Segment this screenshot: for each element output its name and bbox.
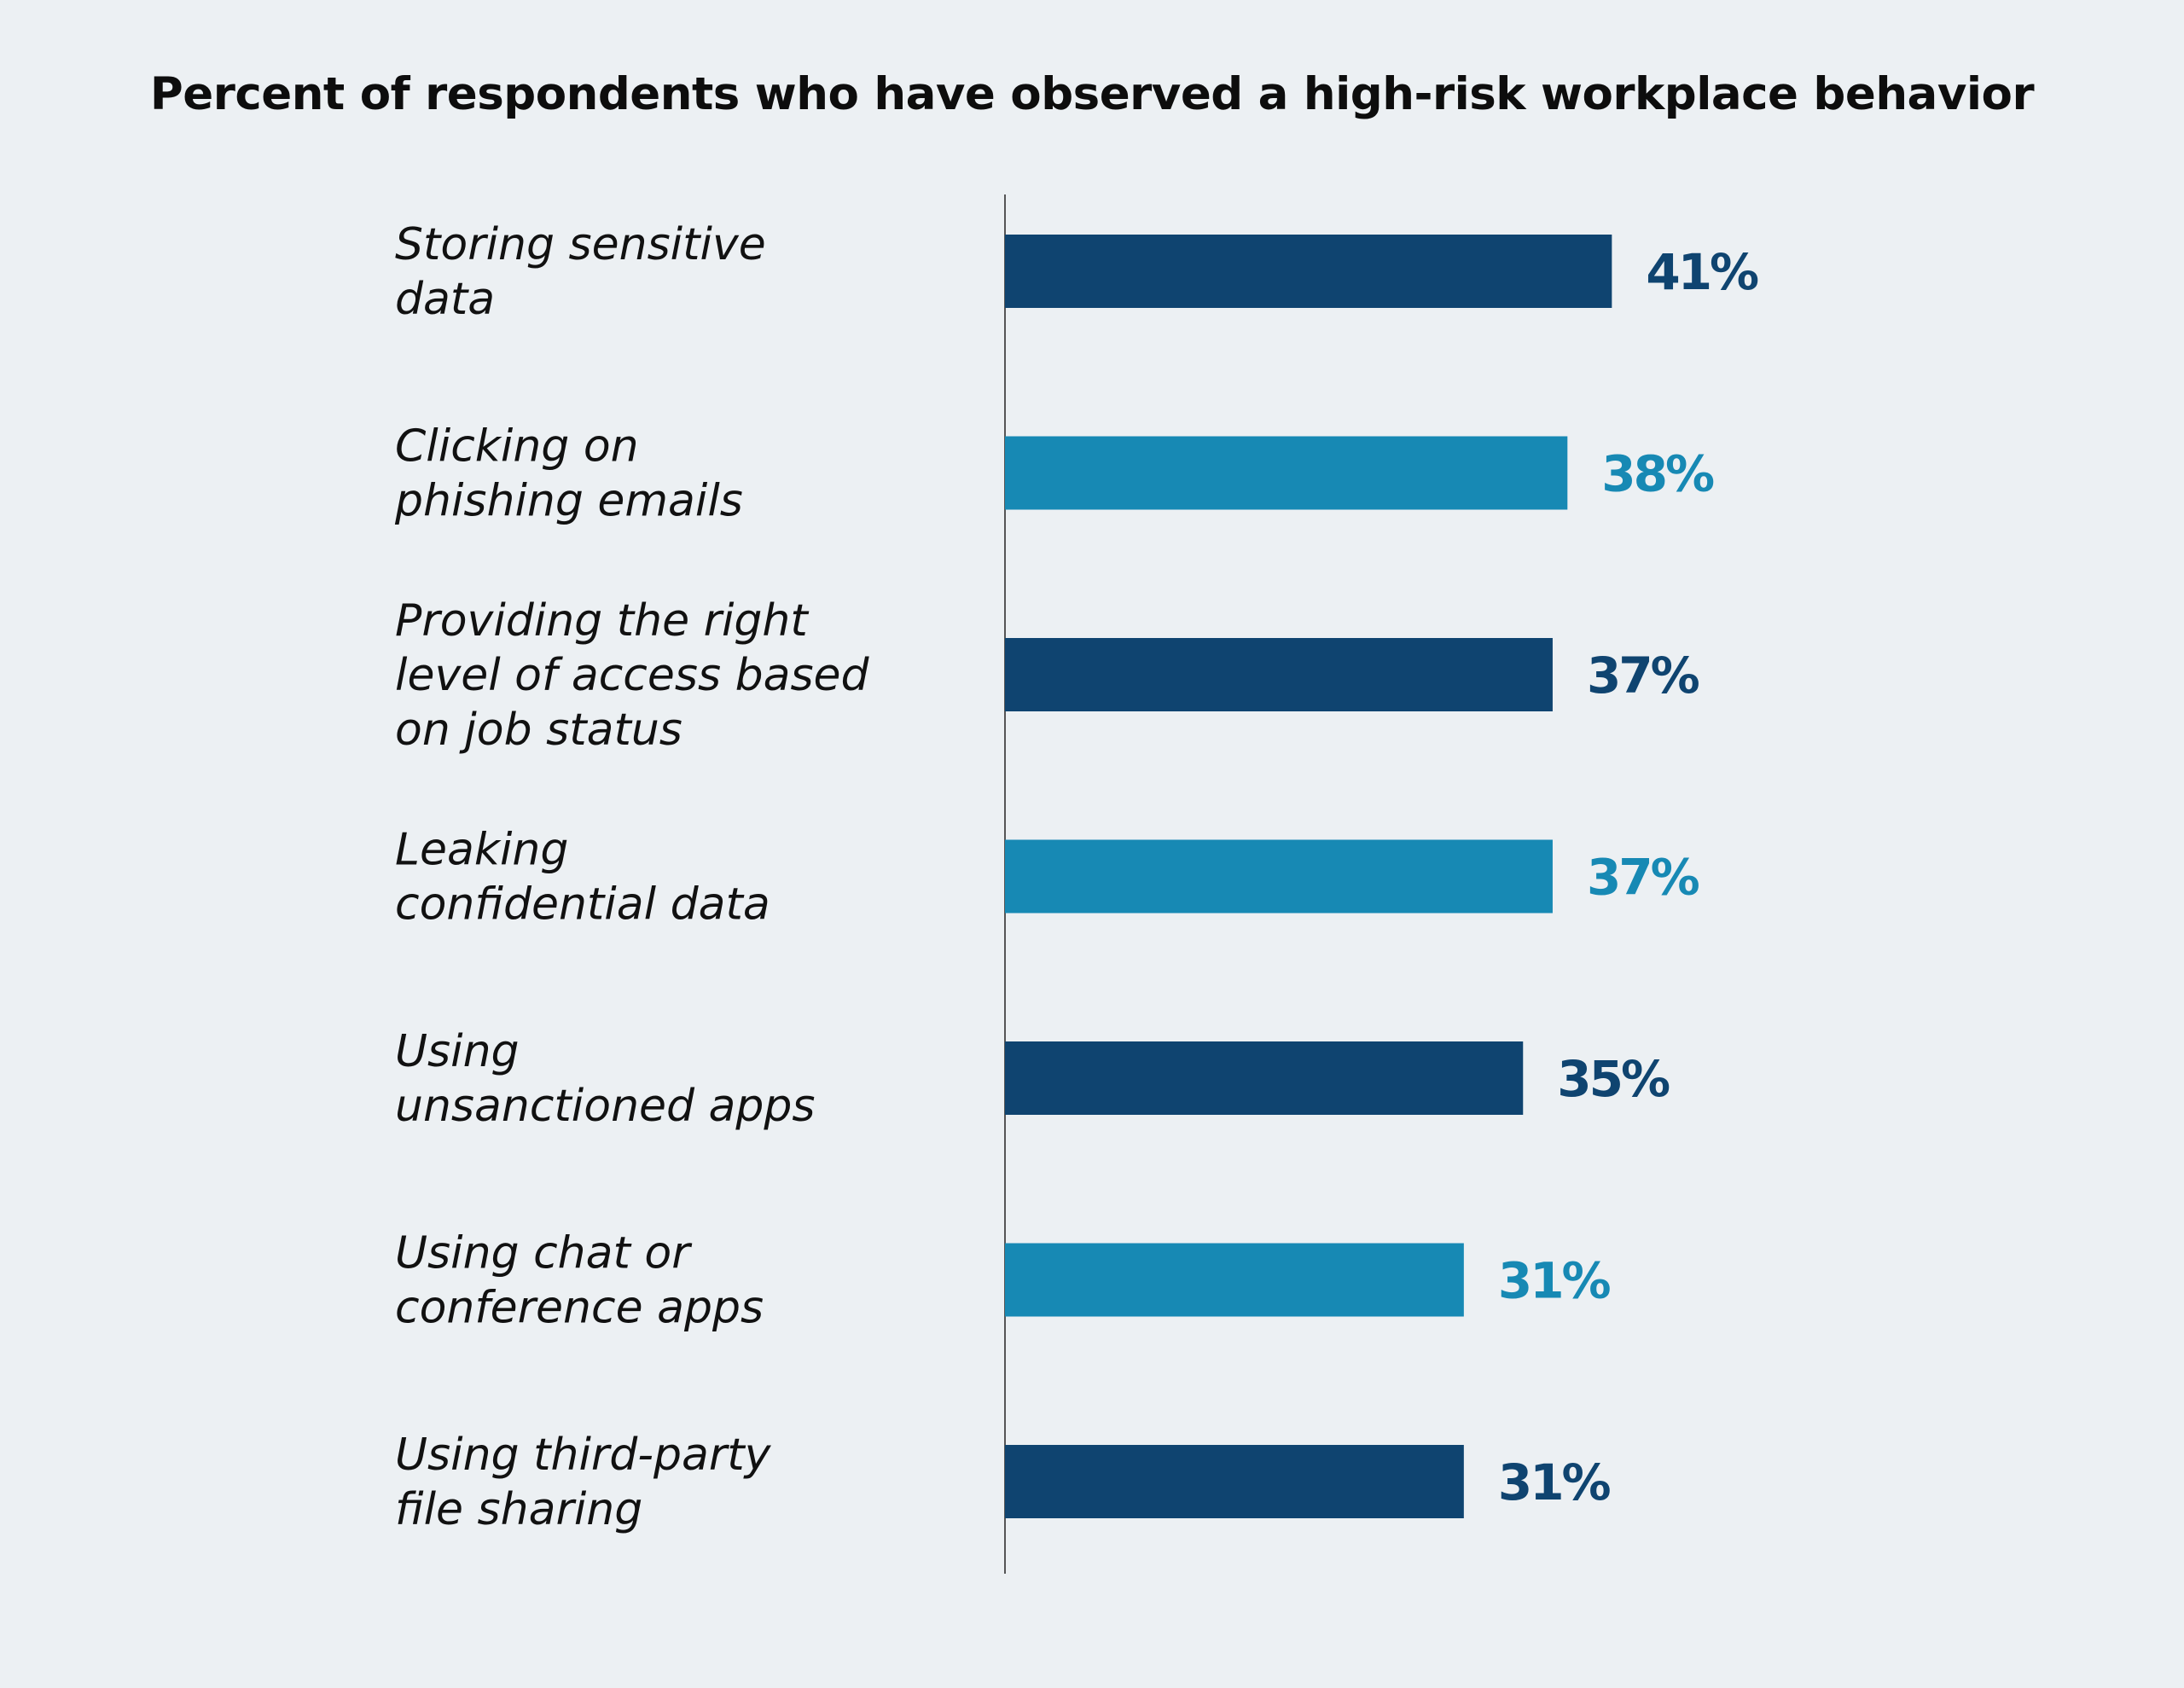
category-label-line: data	[395, 274, 495, 325]
category-label-line: unsanctioned apps	[395, 1081, 816, 1132]
category-label-line: Leaking	[395, 825, 568, 876]
category-label-line: conference apps	[395, 1283, 764, 1334]
category-label: Clicking on phishing emails	[394, 421, 743, 527]
value-label: 37%	[1587, 849, 1699, 907]
value-label: 31%	[1498, 1252, 1611, 1310]
category-label-line: phishing emails	[394, 476, 743, 527]
bar	[1005, 1243, 1464, 1317]
value-label: 41%	[1646, 243, 1758, 301]
bar	[1005, 235, 1612, 308]
category-label-line: level of access based	[395, 650, 870, 701]
category-label-line: confidential data	[395, 879, 770, 931]
value-label: 35%	[1557, 1050, 1670, 1108]
value-label: 38%	[1601, 445, 1714, 503]
category-label-line: Using third-party	[395, 1430, 772, 1481]
bar	[1005, 1041, 1524, 1115]
bar	[1005, 638, 1553, 711]
category-label-line: file sharing	[395, 1484, 642, 1535]
category-label-line: Using	[395, 1026, 520, 1077]
category-label: Using third-party file sharing	[395, 1430, 772, 1535]
category-label-line: Storing sensitive	[395, 219, 766, 270]
category-label: Using unsanctioned apps	[395, 1026, 816, 1132]
category-label: Using chat or conference apps	[395, 1228, 764, 1334]
category-label: Storing sensitive data	[395, 219, 766, 325]
bar	[1005, 436, 1568, 510]
bar	[1005, 1445, 1464, 1518]
category-label-line: Providing the right	[395, 595, 809, 647]
bar	[1005, 839, 1553, 914]
value-label: 37%	[1587, 647, 1699, 705]
category-label-line: Clicking on	[395, 421, 639, 473]
category-label-line: Using chat or	[395, 1228, 693, 1279]
value-label: 31%	[1498, 1453, 1611, 1511]
category-label: Providing the right level of access based…	[395, 595, 870, 756]
category-label: Leaking confidential data	[395, 825, 770, 931]
category-label-line: on job status	[395, 705, 682, 756]
chart-title: Percent of respondents who have observed…	[149, 68, 2035, 120]
